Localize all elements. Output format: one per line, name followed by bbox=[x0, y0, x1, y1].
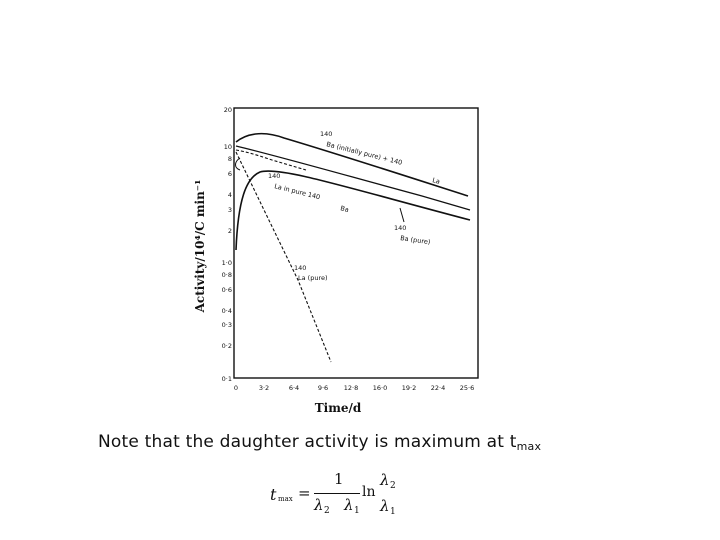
annotation-la-in-pure-ba: 140 La in pure 140 Ba bbox=[268, 172, 350, 214]
y-tick-label: 8 bbox=[228, 155, 232, 163]
x-tick-label: 25·6 bbox=[460, 384, 474, 392]
y-tick-label: 2 bbox=[228, 227, 232, 235]
x-tick-label: 6·4 bbox=[289, 384, 299, 392]
formula-ratio-numerator: λ bbox=[380, 471, 390, 489]
y-tick-label: 0·2 bbox=[222, 342, 232, 350]
x-tick-label: 12·8 bbox=[344, 384, 358, 392]
y-tick-label: 6 bbox=[228, 170, 232, 178]
y-tick-label: 20 bbox=[224, 106, 232, 114]
decay-plot-svg: 20 10 8 6 4 3 2 1·0 0·8 0·6 0·4 0·3 0·2 … bbox=[193, 106, 479, 415]
label-pointer-line bbox=[399, 207, 405, 223]
x-tick-label: 3·2 bbox=[259, 384, 269, 392]
annotation-la-ba: Ba bbox=[340, 204, 350, 214]
formula-lambda1-subscript: 1 bbox=[354, 506, 360, 516]
annotation-la-text: La in pure 140 bbox=[274, 182, 321, 201]
curve-marker-bracket bbox=[235, 157, 241, 171]
formula-ratio-denominator-subscript: 1 bbox=[390, 507, 396, 517]
y-axis-title: Activity/10⁴/C min⁻¹ bbox=[193, 180, 207, 314]
formula-t: t bbox=[270, 485, 277, 504]
formula-fraction-bar bbox=[314, 493, 360, 494]
formula-equals: = bbox=[298, 484, 311, 502]
total-activity-curve bbox=[235, 132, 469, 197]
annotation-total-la: La bbox=[432, 176, 441, 186]
la-in-pure-ba-curve bbox=[235, 170, 471, 251]
y-tick-label: 0·8 bbox=[222, 271, 232, 279]
x-tick-label: 16·0 bbox=[373, 384, 387, 392]
y-tick-label: 0·4 bbox=[222, 307, 232, 315]
formula-t-subscript: max bbox=[278, 495, 293, 503]
y-tick-label: 0·1 bbox=[222, 375, 232, 383]
y-tick-label: 1·0 bbox=[222, 259, 232, 267]
note-text: Note that the daughter activity is maxim… bbox=[98, 432, 541, 453]
x-tick-label: 19·2 bbox=[402, 384, 416, 392]
annotation-ba-pure: 140 Ba (pure) bbox=[394, 224, 431, 246]
annotation-la-pure-mass: 140 bbox=[294, 264, 306, 272]
y-tick-label: 3 bbox=[228, 206, 232, 214]
x-tick-label: 9·6 bbox=[318, 384, 328, 392]
formula-ln: ln bbox=[362, 484, 376, 500]
formula-numerator: 1 bbox=[334, 470, 344, 488]
x-tick-label: 22·4 bbox=[431, 384, 445, 392]
formula-lambda2: λ bbox=[314, 496, 324, 514]
annotation-ba-pure-mass: 140 bbox=[394, 224, 406, 232]
annotation-ba-pure-text: Ba (pure) bbox=[400, 234, 431, 246]
tmax-formula: t max = 1 λ 2 λ 1 ln λ 2 λ 1 bbox=[268, 472, 408, 522]
x-tick-labels: 0 3·2 6·4 9·6 12·8 16·0 19·2 22·4 25·6 bbox=[234, 384, 474, 392]
plot-frame bbox=[233, 107, 479, 379]
annotation-la-mass: 140 bbox=[268, 172, 280, 180]
note-subscript: max bbox=[516, 440, 542, 453]
annotation-total: 140 Ba (initially pure) + 140 La bbox=[320, 130, 441, 186]
formula-ratio-denominator: λ bbox=[380, 497, 390, 515]
formula-ratio-numerator-subscript: 2 bbox=[390, 481, 396, 491]
y-tick-label: 10 bbox=[224, 143, 232, 151]
x-axis-title: Time/d bbox=[315, 401, 362, 415]
ba-extrapolation-dashed-curve bbox=[235, 149, 307, 171]
formula-lambda1: λ bbox=[344, 496, 354, 514]
annotation-la-pure-text: La (pure) bbox=[298, 274, 328, 282]
annotation-total-mass: 140 bbox=[320, 130, 332, 138]
annotation-la-pure: 140 La (pure) bbox=[294, 264, 328, 282]
note-main-text: Note that the daughter activity is maxim… bbox=[98, 432, 517, 452]
x-tick-label: 0 bbox=[234, 384, 238, 392]
y-tick-label: 4 bbox=[228, 191, 232, 199]
decay-plot-figure: 20 10 8 6 4 3 2 1·0 0·8 0·6 0·4 0·3 0·2 … bbox=[188, 100, 488, 420]
y-tick-label: 0·6 bbox=[222, 286, 232, 294]
y-tick-labels: 20 10 8 6 4 3 2 1·0 0·8 0·6 0·4 0·3 0·2 … bbox=[222, 106, 232, 383]
formula-lambda2-subscript: 2 bbox=[324, 506, 330, 516]
la-pure-decay-dashed-curve bbox=[235, 151, 332, 363]
y-tick-label: 0·3 bbox=[222, 321, 232, 329]
ba-pure-curve bbox=[235, 145, 471, 211]
